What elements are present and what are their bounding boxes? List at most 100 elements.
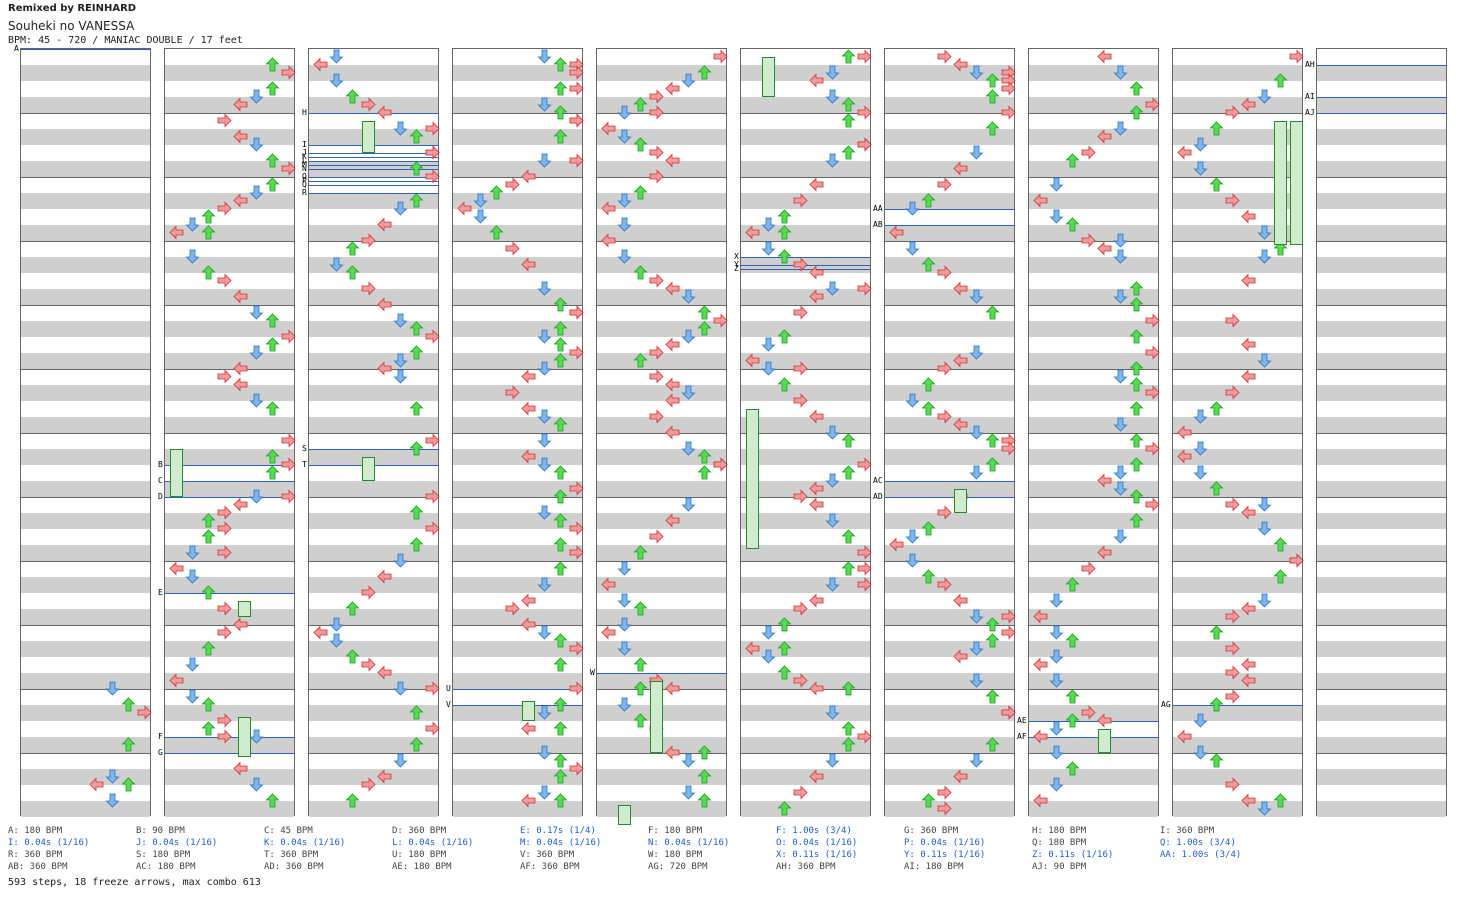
arrow-left-icon xyxy=(809,481,824,496)
arrow-down-icon xyxy=(1193,745,1208,760)
step-summary: 593 steps, 18 freeze arrows, max combo 6… xyxy=(8,877,261,888)
measure-line xyxy=(453,497,582,498)
bpm-change-line xyxy=(309,153,438,154)
arrow-down-icon xyxy=(393,313,408,328)
arrow-left-icon xyxy=(521,721,536,736)
beat-band xyxy=(453,161,582,177)
beat-band xyxy=(21,641,150,657)
measure-line xyxy=(741,689,870,690)
bpm-change-line xyxy=(165,481,294,482)
arrow-down-icon xyxy=(537,577,552,592)
arrow-right-icon xyxy=(1145,345,1160,360)
arrow-down-icon xyxy=(1257,593,1272,608)
beat-band xyxy=(21,449,150,465)
freeze-arrow-body xyxy=(362,121,375,153)
bpm-legend-item: AD: 360 BPM xyxy=(264,862,324,872)
arrow-right-icon xyxy=(505,601,520,616)
beat-band xyxy=(1317,801,1446,817)
arrow-right-icon xyxy=(217,369,232,384)
measure-line xyxy=(1029,689,1158,690)
bpm-change-line xyxy=(309,449,438,450)
beat-band xyxy=(1317,481,1446,497)
arrow-right-icon xyxy=(937,49,952,64)
beat-band xyxy=(1029,801,1158,817)
arrow-right-icon xyxy=(1081,561,1096,576)
arrow-left-icon xyxy=(809,681,824,696)
bpm-legend-item: U: 180 BPM xyxy=(392,850,447,860)
arrow-down-icon xyxy=(537,785,552,800)
beat-band xyxy=(453,321,582,337)
beat-band xyxy=(309,545,438,561)
measure-line xyxy=(1317,369,1446,370)
beat-band xyxy=(1317,673,1446,689)
beat-band xyxy=(597,769,726,785)
bpm-marker-label: T xyxy=(302,460,307,469)
beat-band xyxy=(453,673,582,689)
measure-line xyxy=(1029,561,1158,562)
bpm-change-line xyxy=(309,157,438,158)
arrow-down-icon xyxy=(905,241,920,256)
beat-band xyxy=(1173,673,1302,689)
bpm-marker-label: AH xyxy=(1305,60,1315,69)
arrow-down-icon xyxy=(1193,161,1208,176)
arrow-up-icon xyxy=(1273,73,1288,88)
arrow-left-icon xyxy=(89,777,104,792)
arrow-left-icon xyxy=(233,617,248,632)
beat-band xyxy=(1029,769,1158,785)
beat-band xyxy=(741,609,870,625)
beat-band xyxy=(885,65,1014,81)
arrow-down-icon xyxy=(537,49,552,64)
arrow-up-icon xyxy=(633,681,648,696)
arrow-left-icon xyxy=(521,369,536,384)
arrow-up-icon xyxy=(201,721,216,736)
arrow-left-icon xyxy=(601,233,616,248)
beat-band xyxy=(1029,641,1158,657)
beat-band xyxy=(309,193,438,209)
arrow-right-icon xyxy=(649,105,664,120)
arrow-down-icon xyxy=(969,145,984,160)
arrow-down-icon xyxy=(969,465,984,480)
measure-line xyxy=(21,305,150,306)
arrow-up-icon xyxy=(201,697,216,712)
arrow-right-icon xyxy=(569,153,584,168)
beat-band xyxy=(453,737,582,753)
bpm-marker-label: O xyxy=(302,172,307,181)
measure-line xyxy=(165,433,294,434)
measure-line xyxy=(309,625,438,626)
freeze-arrow-body xyxy=(1274,121,1287,245)
arrow-right-icon xyxy=(425,489,440,504)
measure-line xyxy=(21,369,150,370)
measure-line xyxy=(597,497,726,498)
beat-band xyxy=(309,257,438,273)
bpm-marker-label: J xyxy=(302,148,307,157)
arrow-left-icon xyxy=(601,577,616,592)
bpm-legend-item: AE: 180 BPM xyxy=(392,862,452,872)
bpm-marker-label: R xyxy=(302,188,307,197)
arrow-right-icon xyxy=(937,577,952,592)
arrow-right-icon xyxy=(649,369,664,384)
bpm-marker-label: C xyxy=(158,476,163,485)
beat-band xyxy=(885,97,1014,113)
arrow-right-icon xyxy=(1225,313,1240,328)
measure-line xyxy=(165,177,294,178)
arrow-right-icon xyxy=(281,161,296,176)
arrow-right-icon xyxy=(713,313,728,328)
beat-band xyxy=(741,129,870,145)
arrow-right-icon xyxy=(793,785,808,800)
arrow-up-icon xyxy=(697,793,712,808)
arrow-left-icon xyxy=(377,361,392,376)
beat-band xyxy=(1317,385,1446,401)
arrow-down-icon xyxy=(1257,521,1272,536)
arrow-down-icon xyxy=(969,641,984,656)
arrow-up-icon xyxy=(409,129,424,144)
bpm-change-line xyxy=(1173,705,1302,706)
arrow-left-icon xyxy=(1177,145,1192,160)
arrow-up-icon xyxy=(841,465,856,480)
arrow-up-icon xyxy=(777,329,792,344)
arrow-right-icon xyxy=(425,521,440,536)
measure-line xyxy=(453,561,582,562)
beat-band xyxy=(1173,129,1302,145)
bpm-marker-label: AG xyxy=(1161,700,1171,709)
measure-line xyxy=(741,241,870,242)
arrow-right-icon xyxy=(569,761,584,776)
